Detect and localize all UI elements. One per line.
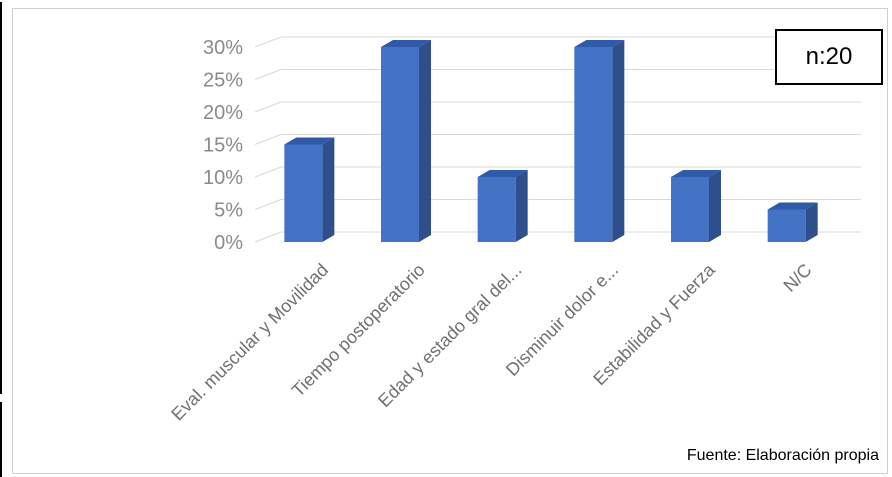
gridline-slant <box>254 36 282 48</box>
x-tick-label: N/C <box>779 260 815 296</box>
bar-side <box>612 40 625 242</box>
bar-top <box>574 40 625 47</box>
chart-area: 0% 5% 10% 15% 20% 25% 30% Eval. muscular y Movi… <box>12 8 888 474</box>
y-tick-label: 0% <box>214 232 243 254</box>
y-tick-label: 10% <box>203 167 243 189</box>
bar <box>284 144 323 242</box>
bar-top <box>477 170 528 177</box>
left-edge-line-top <box>0 2 2 394</box>
gridline-slant <box>254 101 282 113</box>
bar <box>671 177 709 242</box>
y-tick-label: 20% <box>203 102 243 124</box>
gridline-slant <box>254 166 282 178</box>
bar-top <box>767 202 818 210</box>
bar-side <box>322 137 335 242</box>
y-tick-label: 5% <box>214 200 243 222</box>
bar <box>381 47 419 242</box>
bar <box>574 47 613 242</box>
bar-top <box>284 137 335 145</box>
source-note: Fuente: Elaboración propia <box>686 447 879 464</box>
x-tick-label: Eval. muscular y Movilidad <box>167 260 332 425</box>
bar-side <box>805 202 818 242</box>
bar <box>767 209 806 242</box>
bar-chart: 0% 5% 10% 15% 20% 25% 30% Eval. muscular y Movi… <box>167 36 861 425</box>
bar-top <box>381 40 431 47</box>
y-tick-label: 25% <box>203 70 243 92</box>
gridline-slant <box>254 69 282 80</box>
bar-side <box>515 170 528 242</box>
y-tick-label: 30% <box>203 37 243 59</box>
y-tick-label: 15% <box>203 135 243 157</box>
gridline-slant <box>254 199 282 210</box>
sample-size-box: n:20 <box>775 29 883 85</box>
bar-top <box>671 170 721 177</box>
bar <box>477 177 516 242</box>
bar-side <box>419 40 431 242</box>
gridline-slant <box>254 231 282 243</box>
bar-side <box>709 170 721 242</box>
gridline-slant <box>254 134 282 145</box>
left-edge-line-bottom <box>0 402 2 477</box>
